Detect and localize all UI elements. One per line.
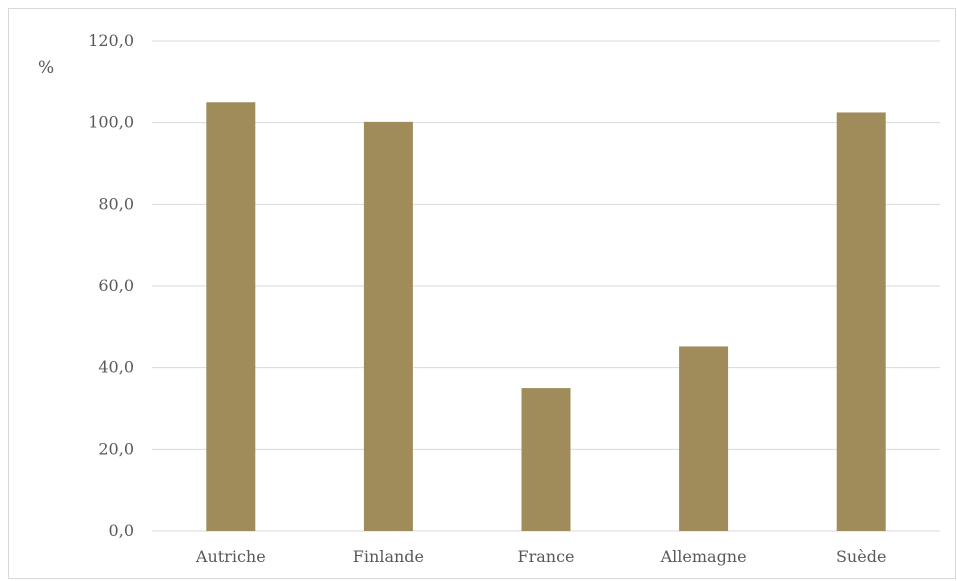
y-tick-label: 120,0 (88, 31, 134, 50)
x-axis-ticks: Autriche Finlande France Allemagne Suède (195, 547, 887, 566)
y-tick-label: 60,0 (98, 276, 134, 295)
bar-france[interactable] (521, 388, 571, 531)
y-axis-unit-label: % (38, 58, 54, 78)
bar-suède[interactable] (836, 112, 886, 531)
x-tick-label: Finlande (353, 547, 424, 566)
x-tick-label: Autriche (195, 547, 266, 566)
y-tick-label: 100,0 (88, 113, 134, 132)
y-tick-label: 0,0 (109, 521, 134, 540)
y-axis-ticks: 0,0 20,0 40,0 60,0 80,0 100,0 120,0 (88, 31, 134, 540)
bar-allemagne[interactable] (679, 346, 729, 531)
x-tick-label: France (517, 547, 574, 566)
x-tick-label: Suède (836, 547, 886, 566)
x-tick-label: Allemagne (660, 547, 747, 566)
y-tick-label: 20,0 (98, 439, 134, 458)
y-tick-label: 80,0 (98, 194, 134, 213)
bars (206, 102, 886, 531)
bar-autriche[interactable] (206, 102, 256, 531)
chart-frame (8, 8, 956, 579)
y-tick-label: 40,0 (98, 358, 134, 377)
bar-finlande[interactable] (363, 121, 413, 531)
gridlines (152, 40, 940, 532)
